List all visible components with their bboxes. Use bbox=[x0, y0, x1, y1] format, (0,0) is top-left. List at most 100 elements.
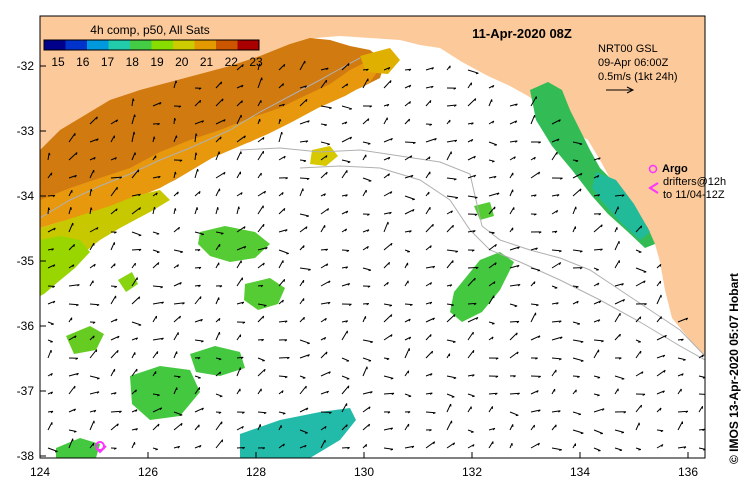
current-vector-head bbox=[242, 321, 246, 324]
current-vector-head bbox=[473, 155, 476, 159]
current-vector bbox=[152, 351, 159, 359]
current-vector-head bbox=[155, 448, 158, 451]
current-vector-head bbox=[369, 105, 373, 108]
current-vector-head bbox=[157, 262, 160, 266]
current-vector bbox=[278, 443, 285, 449]
current-vector bbox=[215, 297, 220, 305]
current-vector bbox=[488, 99, 493, 107]
current-vector bbox=[47, 207, 50, 215]
current-vector-head bbox=[326, 390, 329, 394]
current-vector bbox=[509, 320, 520, 323]
colorbar-segment bbox=[216, 40, 238, 50]
current-vector-head bbox=[597, 175, 600, 178]
sst-coastal-teal bbox=[592, 172, 650, 240]
current-vector bbox=[635, 316, 642, 323]
current-vector bbox=[446, 195, 458, 199]
sst-patch-4 bbox=[130, 366, 200, 420]
current-vector bbox=[299, 85, 307, 89]
current-vector bbox=[152, 393, 160, 396]
current-vector-head bbox=[558, 262, 562, 265]
current-vector bbox=[656, 369, 666, 377]
current-vector-head bbox=[117, 335, 120, 339]
current-vector-head bbox=[601, 340, 604, 343]
current-vector-head bbox=[579, 267, 583, 270]
current-vector-head bbox=[307, 120, 310, 123]
current-vector bbox=[320, 280, 331, 287]
y-tick-label: -36 bbox=[17, 319, 35, 333]
current-vector-head bbox=[346, 250, 350, 253]
current-vector bbox=[551, 410, 561, 413]
sst-yellow-patch-2 bbox=[360, 48, 400, 74]
current-vector bbox=[404, 336, 411, 341]
argo-float-marker bbox=[95, 441, 107, 454]
current-vector-head bbox=[391, 392, 395, 396]
current-vector bbox=[593, 447, 601, 452]
current-vector bbox=[509, 207, 515, 215]
sst-yellow-green bbox=[40, 236, 90, 296]
current-vector bbox=[110, 368, 116, 377]
current-vector bbox=[467, 82, 472, 89]
current-vector bbox=[551, 194, 560, 197]
current-vector-head bbox=[115, 119, 119, 123]
current-vector-head bbox=[241, 64, 244, 68]
current-vector-head bbox=[365, 444, 368, 447]
current-vector-head bbox=[260, 284, 264, 288]
current-vector-head bbox=[578, 413, 582, 416]
bathymetry-contour-3 bbox=[299, 165, 705, 361]
current-vector-head bbox=[179, 315, 181, 319]
colorbar: 4h comp, p50, All Sats 15 16 17 18 19 20 21 22 2… bbox=[43, 23, 263, 69]
current-vector-head bbox=[241, 411, 245, 414]
current-vector-head bbox=[453, 377, 457, 380]
current-vector-head bbox=[662, 390, 665, 394]
current-vector bbox=[446, 139, 457, 143]
current-vector bbox=[299, 60, 306, 71]
current-vector bbox=[425, 245, 432, 251]
current-vector-head bbox=[53, 264, 56, 268]
current-vector-head bbox=[475, 72, 479, 75]
current-vector bbox=[257, 262, 265, 269]
current-vector bbox=[89, 188, 92, 197]
current-vector-head bbox=[386, 104, 390, 107]
current-vector bbox=[320, 208, 329, 215]
current-vector-head bbox=[536, 390, 539, 393]
current-vector bbox=[68, 303, 79, 306]
current-vector-head bbox=[238, 206, 240, 210]
current-vector-head bbox=[306, 178, 310, 181]
current-vector-head bbox=[411, 445, 415, 449]
current-vector-head bbox=[135, 428, 138, 431]
current-vector-head bbox=[93, 157, 96, 160]
current-vector-head bbox=[329, 107, 332, 110]
current-vector-head bbox=[347, 63, 350, 66]
current-vector bbox=[425, 317, 435, 323]
current-vector bbox=[446, 339, 456, 343]
current-vector bbox=[635, 280, 646, 287]
current-vector bbox=[614, 312, 621, 323]
current-vector-head bbox=[533, 213, 537, 216]
current-vector bbox=[551, 447, 562, 451]
current-vector-head bbox=[153, 136, 156, 140]
current-vector-head bbox=[449, 284, 453, 287]
current-vector bbox=[530, 390, 539, 395]
current-vector bbox=[257, 77, 263, 89]
current-vector bbox=[467, 98, 477, 107]
current-vector bbox=[614, 240, 620, 251]
current-vector bbox=[383, 334, 393, 341]
current-vector-head bbox=[538, 141, 541, 144]
current-vector bbox=[299, 267, 311, 270]
current-vector bbox=[173, 387, 178, 395]
current-vector bbox=[299, 407, 309, 413]
current-vector-head bbox=[283, 279, 286, 282]
current-vector-head bbox=[429, 100, 432, 103]
current-vector bbox=[509, 392, 520, 395]
current-vector-head bbox=[282, 443, 285, 447]
current-vector-head bbox=[600, 224, 603, 228]
current-vector-head bbox=[50, 391, 53, 395]
current-vector bbox=[488, 281, 496, 287]
current-vector bbox=[383, 427, 393, 431]
current-vector bbox=[215, 393, 223, 397]
current-vector-head bbox=[494, 392, 498, 396]
current-vector bbox=[593, 224, 603, 233]
current-vector-head bbox=[349, 108, 352, 110]
current-vector-head bbox=[282, 103, 285, 107]
current-vector bbox=[194, 296, 202, 305]
